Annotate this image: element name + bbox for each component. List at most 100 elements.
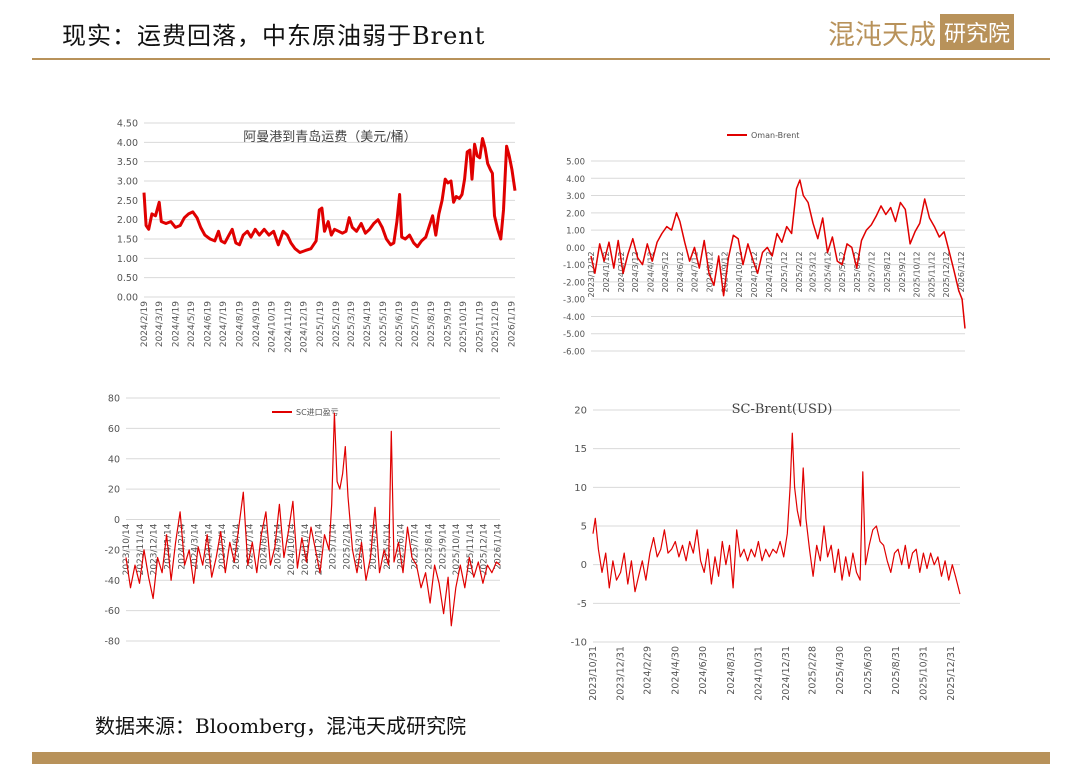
footer-bar	[32, 752, 1050, 764]
y-tick-label: 3.50	[117, 157, 138, 168]
header-rule	[32, 58, 1050, 60]
x-tick-label: 2024/12/12	[765, 251, 774, 297]
y-tick-label: 20	[108, 485, 120, 496]
x-tick-label: 2025/4/14	[369, 523, 379, 569]
x-tick-label: 2026/1/14	[493, 523, 503, 569]
x-tick-label: 2025/7/12	[868, 251, 877, 292]
x-tick-label: 2025/6/14	[397, 523, 407, 569]
x-tick-label: 2024/6/14	[232, 523, 242, 569]
x-tick-label: 2023/12/14	[150, 523, 160, 575]
x-tick-label: 2024/7/14	[246, 523, 256, 569]
x-tick-label: 2025/11/12	[927, 251, 936, 297]
y-tick-label: 5	[581, 522, 587, 533]
x-tick-label: 2024/7/12	[690, 251, 699, 292]
x-tick-label: 2025/4/19	[363, 301, 373, 347]
sc-brent-spread-chart: -10 -5 0 5 10 15 20 2023/10/31 2023/12/31 2024/2/…	[571, 402, 961, 701]
y-tick-label: -40	[104, 576, 120, 587]
x-tick-label: 2024/8/14	[260, 523, 270, 569]
x-tick-label: 2024/3/19	[155, 301, 165, 347]
y-tick-label: -2.00	[563, 278, 585, 288]
x-tick-label: 2025/9/14	[438, 523, 448, 569]
x-tick-label: 2024/8/31	[726, 646, 737, 695]
y-tick-label: 3.00	[566, 192, 585, 202]
x-tick-label: 2024/9/19	[252, 301, 262, 347]
x-tick-label: 2025/5/14	[383, 523, 393, 569]
x-tick-label: 2024/11/14	[301, 523, 311, 575]
x-tick-label: 2024/10/31	[753, 646, 764, 701]
x-tick-label: 2025/5/19	[379, 301, 389, 347]
x-tick-label: 2024/6/12	[676, 251, 685, 292]
x-tick-label: 2024/10/14	[287, 523, 297, 575]
x-tick-label: 2023/12/31	[616, 646, 627, 701]
x-tick-label: 2025/2/28	[808, 646, 819, 695]
x-tick-label: 2024/8/19	[236, 301, 246, 347]
y-tick-label: 4.50	[117, 119, 138, 130]
series-line	[142, 137, 517, 254]
x-tick-label: 2024/6/30	[698, 646, 709, 695]
y-tick-label: -60	[104, 606, 120, 617]
x-tick-label: 2025/6/30	[863, 646, 874, 695]
x-tick-label: 2023/12/12	[587, 251, 596, 297]
x-tick-label: 2025/1/19	[316, 301, 326, 347]
x-tick-label: 2024/4/30	[670, 646, 681, 695]
x-tick-label: 2025/12/19	[491, 301, 501, 353]
y-tick-label: 4.00	[566, 175, 585, 185]
chart-title: 阿曼港到青岛运费（美元/桶）	[243, 129, 416, 145]
series-line	[125, 412, 501, 627]
y-tick-label: -3.00	[563, 296, 585, 306]
x-tick-label: 2025/4/12	[824, 251, 833, 292]
y-tick-label: -4.00	[563, 313, 585, 323]
x-tick-label: 2024/12/31	[781, 646, 792, 701]
x-tick-label: 2024/9/14	[274, 523, 284, 569]
y-tick-label: 2.50	[117, 196, 138, 207]
x-tick-label: 2024/9/12	[721, 251, 730, 292]
y-tick-label: -10	[571, 638, 587, 649]
x-tick-label: 2024/10/12	[735, 251, 744, 297]
x-tick-label: 2025/8/19	[427, 301, 437, 347]
sc-import-margin-chart: -80 -60 -40 -20 0 20 40 60 80 2023/10/14 2023/11/1…	[104, 394, 503, 648]
x-tick-label: 2026/1/12	[957, 251, 966, 292]
x-tick-label: 2023/10/14	[122, 523, 132, 575]
y-tick-label: 0	[114, 515, 120, 526]
y-tick-label: 0.00	[117, 293, 138, 304]
x-tick-label: 2025/3/14	[355, 523, 365, 569]
y-tick-label: 3.00	[117, 177, 138, 188]
y-tick-label: 4.00	[117, 138, 138, 149]
x-tick-label: 2024/8/12	[706, 251, 715, 292]
x-tick-label: 2024/12/14	[315, 523, 325, 575]
x-tick-label: 2025/2/12	[795, 251, 804, 292]
y-tick-label: 1.50	[117, 235, 138, 246]
x-tick-label: 2025/3/19	[347, 301, 357, 347]
x-tick-label: 2024/2/29	[643, 646, 654, 695]
x-tick-label: 2025/5/12	[838, 251, 847, 292]
x-tick-label: 2025/12/12	[942, 251, 951, 297]
x-tick-label: 2025/11/19	[475, 301, 485, 353]
series-line	[590, 179, 966, 329]
x-tick-label: 2024/4/14	[205, 523, 215, 569]
y-tick-label: 40	[108, 454, 120, 465]
page-title: 现实：运费回落，中东原油弱于Brent	[62, 22, 486, 50]
x-tick-label: 2023/11/14	[136, 523, 146, 575]
x-tick-label: 2025/10/12	[912, 251, 921, 297]
logo-text: 混沌天成	[828, 19, 936, 51]
x-tick-label: 2025/10/14	[452, 523, 462, 575]
y-tick-label: 5.00	[566, 158, 585, 168]
series-line	[592, 432, 961, 595]
brand-logo: 混沌天成 研究院	[828, 12, 1015, 52]
y-tick-label: 10	[574, 483, 587, 494]
x-tick-label: 2025/1/14	[329, 523, 339, 569]
x-tick-label: 2025/2/19	[332, 301, 342, 347]
x-tick-label: 2025/7/14	[410, 523, 420, 569]
x-tick-label: 2025/9/12	[898, 251, 907, 292]
x-tick-label: 2024/3/14	[191, 523, 201, 569]
x-tick-label: 2024/1/14	[164, 523, 174, 569]
y-tick-label: 0.00	[566, 244, 585, 254]
x-tick-label: 2024/5/12	[661, 251, 670, 292]
oman-brent-chart: -6.00 -5.00 -4.00 -3.00 -2.00 -1.00 0.00 1.00 2.…	[563, 131, 966, 358]
x-tick-label: 2024/11/12	[750, 251, 759, 297]
x-tick-label: 2024/5/19	[187, 301, 197, 347]
y-tick-label: -1.00	[563, 261, 585, 271]
x-tick-label: 2025/10/19	[459, 301, 469, 353]
x-tick-label: 2024/4/19	[171, 301, 181, 347]
x-tick-label: 2026/1/19	[507, 301, 517, 347]
